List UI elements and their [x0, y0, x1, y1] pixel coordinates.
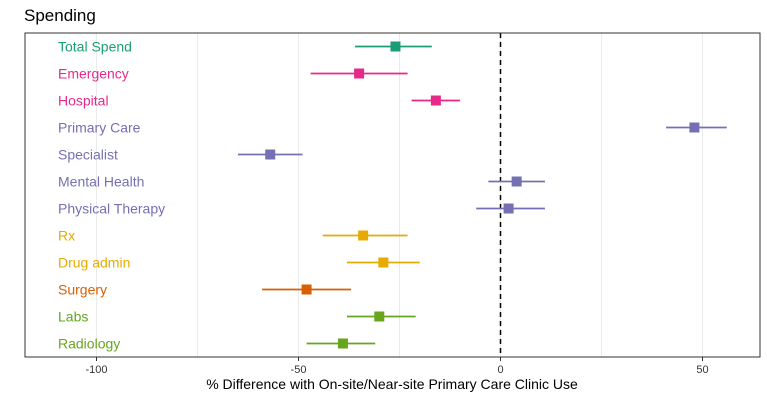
estimate-point-physical-therapy	[503, 203, 514, 214]
x-tick-label: -50	[291, 364, 307, 376]
category-label-primary-care: Primary Care	[58, 120, 141, 136]
estimate-point-rx	[358, 230, 369, 241]
category-label-total-spend: Total Spend	[58, 39, 132, 55]
estimate-point-surgery	[301, 284, 312, 295]
estimate-point-hospital	[430, 95, 441, 106]
grid-lines	[96, 33, 703, 357]
estimate-point-specialist	[265, 149, 276, 160]
category-label-mental-health: Mental Health	[58, 174, 144, 190]
category-labels: Total Spend Emergency Hospital Primary Care…	[58, 39, 165, 352]
x-axis-title: % Difference with On-site/Near-site Prim…	[206, 376, 578, 392]
x-axis-ticks: -100 -50 0 50	[85, 357, 709, 376]
x-tick-label: 0	[497, 364, 503, 376]
estimate-point-labs	[374, 311, 385, 322]
estimate-point-radiology	[337, 338, 348, 349]
category-label-physical-therapy: Physical Therapy	[58, 201, 165, 217]
chart-title: Spending	[24, 6, 96, 25]
estimate-point-primary-care	[689, 122, 700, 133]
estimate-point-mental-health	[511, 176, 522, 187]
estimates	[237, 41, 727, 349]
estimate-point-drug-admin	[378, 257, 389, 268]
x-tick-label: 50	[696, 364, 708, 376]
category-label-surgery: Surgery	[58, 282, 107, 298]
category-label-radiology: Radiology	[58, 336, 120, 352]
category-label-emergency: Emergency	[58, 66, 129, 82]
plot-panel-border	[24, 32, 761, 358]
estimate-point-total-spend	[390, 41, 401, 52]
category-label-labs: Labs	[58, 309, 88, 325]
estimate-point-emergency	[354, 68, 365, 79]
category-label-hospital: Hospital	[58, 93, 109, 109]
category-label-specialist: Specialist	[58, 147, 118, 163]
category-label-rx: Rx	[58, 228, 75, 244]
x-tick-label: -100	[85, 364, 107, 376]
category-label-drug-admin: Drug admin	[58, 255, 130, 271]
